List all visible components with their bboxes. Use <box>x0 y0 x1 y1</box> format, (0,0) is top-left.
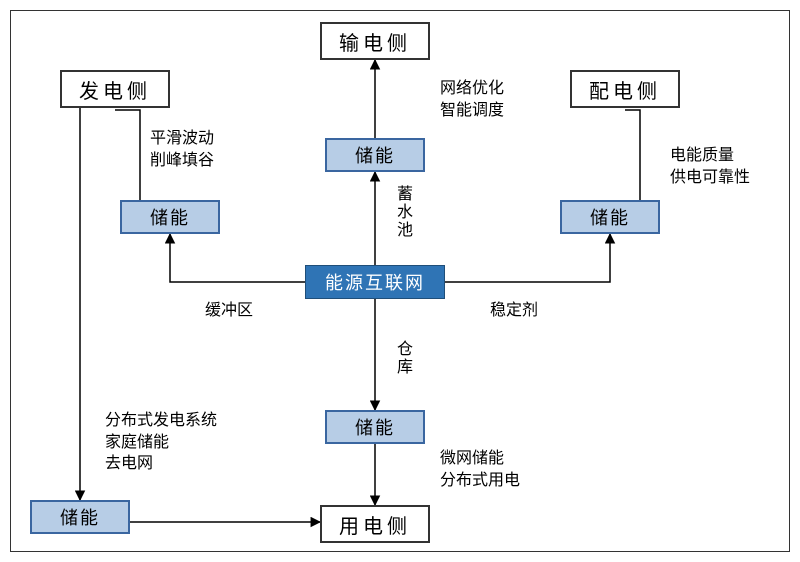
label-home-storage: 分布式发电系统 家庭储能 去电网 <box>105 410 217 475</box>
label-line: 网络优化 <box>440 80 504 97</box>
label-line: 分布式发电系统 <box>105 412 217 429</box>
node-energy-internet: 能源互联网 <box>305 265 445 299</box>
label-stabilizer: 稳定剂 <box>490 300 538 322</box>
label-distribution: 电能质量 供电可靠性 <box>670 145 750 188</box>
label-line: 家庭储能 <box>105 434 169 451</box>
node-storage-bottom-center: 储能 <box>325 410 425 444</box>
label-line: 削峰填谷 <box>150 152 214 169</box>
label-line: 微网储能 <box>440 450 504 467</box>
label-line: 智能调度 <box>440 102 504 119</box>
label-depot: 仓库 <box>390 340 414 376</box>
node-consumption-side: 用电侧 <box>320 505 430 543</box>
node-storage-top-left: 储能 <box>120 200 220 234</box>
node-storage-top-center: 储能 <box>325 138 425 172</box>
node-transmission-side: 输电侧 <box>320 22 430 60</box>
node-storage-bottom-left: 储能 <box>30 500 130 534</box>
label-generation: 平滑波动 削峰填谷 <box>150 128 214 171</box>
label-line: 平滑波动 <box>150 130 214 147</box>
label-buffer: 缓冲区 <box>205 300 253 322</box>
label-line: 供电可靠性 <box>670 169 750 186</box>
label-line: 分布式用电 <box>440 472 520 489</box>
node-generation-side: 发电侧 <box>60 70 170 108</box>
label-consumption: 微网储能 分布式用电 <box>440 448 520 491</box>
label-line: 去电网 <box>105 455 153 472</box>
label-pool: 蓄水池 <box>390 185 414 239</box>
node-storage-top-right: 储能 <box>560 200 660 234</box>
label-line: 电能质量 <box>670 147 734 164</box>
label-transmission: 网络优化 智能调度 <box>440 78 504 121</box>
node-distribution-side: 配电侧 <box>570 70 680 108</box>
